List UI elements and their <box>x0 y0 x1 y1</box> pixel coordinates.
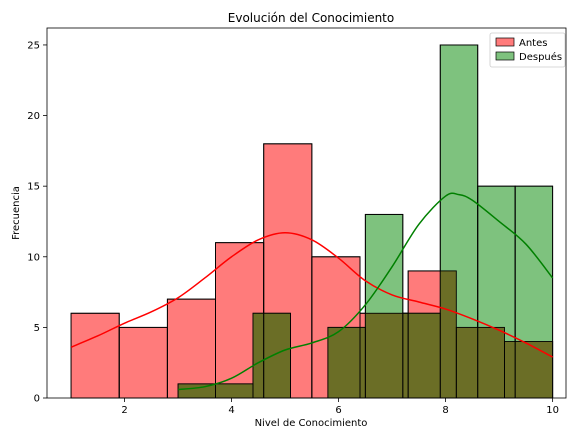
legend: Antes Después <box>489 32 566 68</box>
x-tick-label-8: 8 <box>442 405 448 416</box>
y-tick-label-10: 10 <box>27 252 40 263</box>
y-tick-label-15: 15 <box>27 182 40 193</box>
x-axis-title: Nivel de Conocimiento <box>255 418 368 429</box>
y-tick-label-0: 0 <box>34 394 40 405</box>
y-tick-label-5: 5 <box>34 323 40 334</box>
legend-swatch-despues <box>495 51 515 61</box>
legend-label-despues: Después <box>519 51 562 63</box>
overlap-region-8 <box>402 313 409 398</box>
overlap-region-9 <box>408 313 441 398</box>
x-axis: 2 4 6 8 10 <box>121 398 559 416</box>
overlap-layer <box>70 44 554 399</box>
legend-swatch-antes <box>495 37 515 47</box>
kde-layer <box>70 192 554 391</box>
legend-label-antes: Antes <box>519 38 547 49</box>
antes-bar-3 <box>166 298 216 399</box>
antes-bar-2 <box>118 326 168 399</box>
x-tick-label-2: 2 <box>121 405 127 416</box>
plot-frame <box>46 27 567 399</box>
overlap-region-6 <box>360 327 366 398</box>
antes-kde-line <box>70 232 553 358</box>
overlap-region-3 <box>252 313 264 398</box>
overlap-region-11 <box>456 327 478 398</box>
x-tick-label-6: 6 <box>335 405 341 416</box>
despues-kde-line <box>178 192 554 391</box>
overlap-region-2 <box>215 383 253 398</box>
y-tick-label-25: 25 <box>27 40 40 51</box>
overlap-region-12 <box>477 327 505 398</box>
antes-bar-1 <box>70 312 120 399</box>
y-tick-label-20: 20 <box>27 111 40 122</box>
overlap-region-1 <box>178 383 216 398</box>
overlap-region-7 <box>365 313 403 398</box>
overlap-region-10 <box>440 270 457 398</box>
chart-title: Evolución del Conocimiento <box>228 11 394 25</box>
overlap-region-4 <box>263 313 291 398</box>
y-axis-title: Frecuencia <box>11 186 22 240</box>
overlap-region-14 <box>515 341 553 398</box>
x-tick-label-10: 10 <box>546 405 559 416</box>
overlap-region-5 <box>327 327 361 398</box>
x-tick-label-4: 4 <box>228 405 234 416</box>
overlap-region-13 <box>504 341 516 398</box>
y-axis: 0 5 10 15 20 25 <box>27 40 47 405</box>
